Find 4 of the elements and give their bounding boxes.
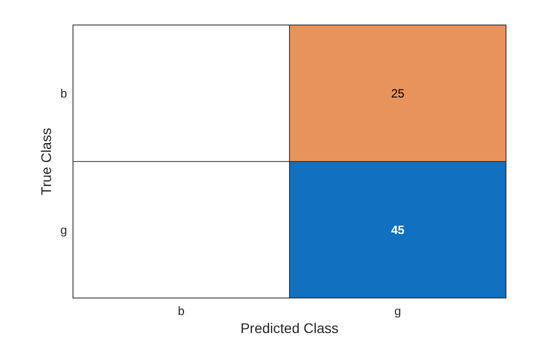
data-label: 25 xyxy=(391,86,405,100)
y-axis-title: True Class xyxy=(38,128,54,196)
x-axis-title: Predicted Class xyxy=(240,320,339,336)
data-label: 45 xyxy=(391,222,405,237)
